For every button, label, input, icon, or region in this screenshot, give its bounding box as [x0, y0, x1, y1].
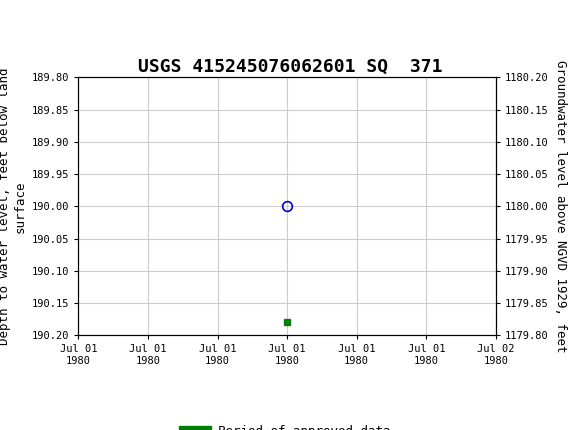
Y-axis label: Groundwater level above NGVD 1929, feet: Groundwater level above NGVD 1929, feet — [554, 60, 567, 353]
Text: USGS 415245076062601 SQ  371: USGS 415245076062601 SQ 371 — [138, 58, 442, 76]
Text: USGS: USGS — [44, 16, 112, 36]
Text: ≈≈: ≈≈ — [6, 15, 38, 34]
Y-axis label: Depth to water level, feet below land
surface: Depth to water level, feet below land su… — [0, 68, 26, 345]
Legend: Period of approved data: Period of approved data — [179, 420, 396, 430]
